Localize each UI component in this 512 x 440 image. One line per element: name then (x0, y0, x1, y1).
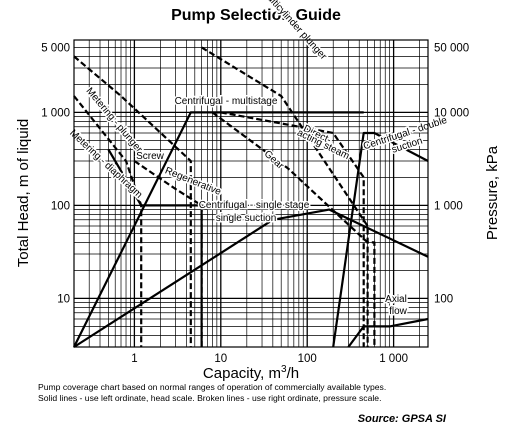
series-metering-plunger (73, 55, 192, 347)
footnote-ordinates: Solid lines - use left ordinate, head sc… (38, 393, 382, 403)
curve-label: Axial (385, 294, 407, 305)
curve-label: single suction (216, 213, 277, 224)
y-axis-title-right: Pressure, kPa (484, 145, 501, 240)
series-regenerative (107, 148, 203, 347)
series-axial-flow (347, 317, 429, 348)
series-centrifugal-double-suction (332, 131, 429, 348)
y-tick-label-left: 100 (51, 200, 70, 212)
curve-label: Centrifugal - multistage (175, 96, 278, 107)
x-axis-title: Capacity, m3/h (203, 364, 299, 382)
curve-label: Regenerative (163, 165, 223, 198)
series-metering-diaphragm (73, 95, 143, 347)
tick-labels: 1 10 100 1 000 10 100 1 000 5 000 100 1 000 10 000… (41, 42, 469, 365)
plot-frame (73, 39, 429, 348)
series-centrifugal-single-stage-single-suction (73, 208, 429, 348)
series-screw (133, 160, 203, 347)
series-direct-acting-steam (220, 111, 365, 347)
series-lines (73, 46, 429, 348)
curve-label: flow (389, 306, 408, 317)
footnote-coverage: Pump coverage chart based on normal rang… (38, 382, 387, 392)
curve-label: Centrifugal - single stage (199, 200, 310, 211)
x-tick-label: 1 000 (379, 353, 408, 365)
curve-label: Screw (136, 151, 165, 162)
series-centrifugal-multistage (73, 111, 364, 348)
curve-label: Gear (262, 149, 286, 172)
y-tick-label-right: 100 (434, 293, 453, 305)
y-tick-label-right: 50 000 (434, 42, 469, 54)
chart-title: Pump Selection Guide (171, 7, 341, 24)
y-axis-title-left: Total Head, m of liquid (15, 119, 32, 267)
y-tick-label-right: 10 000 (434, 107, 469, 119)
y-tick-label-left: 1 000 (41, 107, 70, 119)
y-tick-label-right: 1 000 (434, 200, 463, 212)
y-tick-label-left: 10 (57, 293, 70, 305)
x-tick-label: 10 (214, 353, 227, 365)
series-multicylinder-plunger (201, 46, 369, 347)
source-credit: Source: GPSA SI (357, 413, 446, 425)
x-tick-label: 100 (298, 353, 317, 365)
x-tick-label: 1 (131, 353, 137, 365)
grid-lines (73, 39, 428, 348)
y-tick-label-left: 5 000 (41, 42, 70, 54)
